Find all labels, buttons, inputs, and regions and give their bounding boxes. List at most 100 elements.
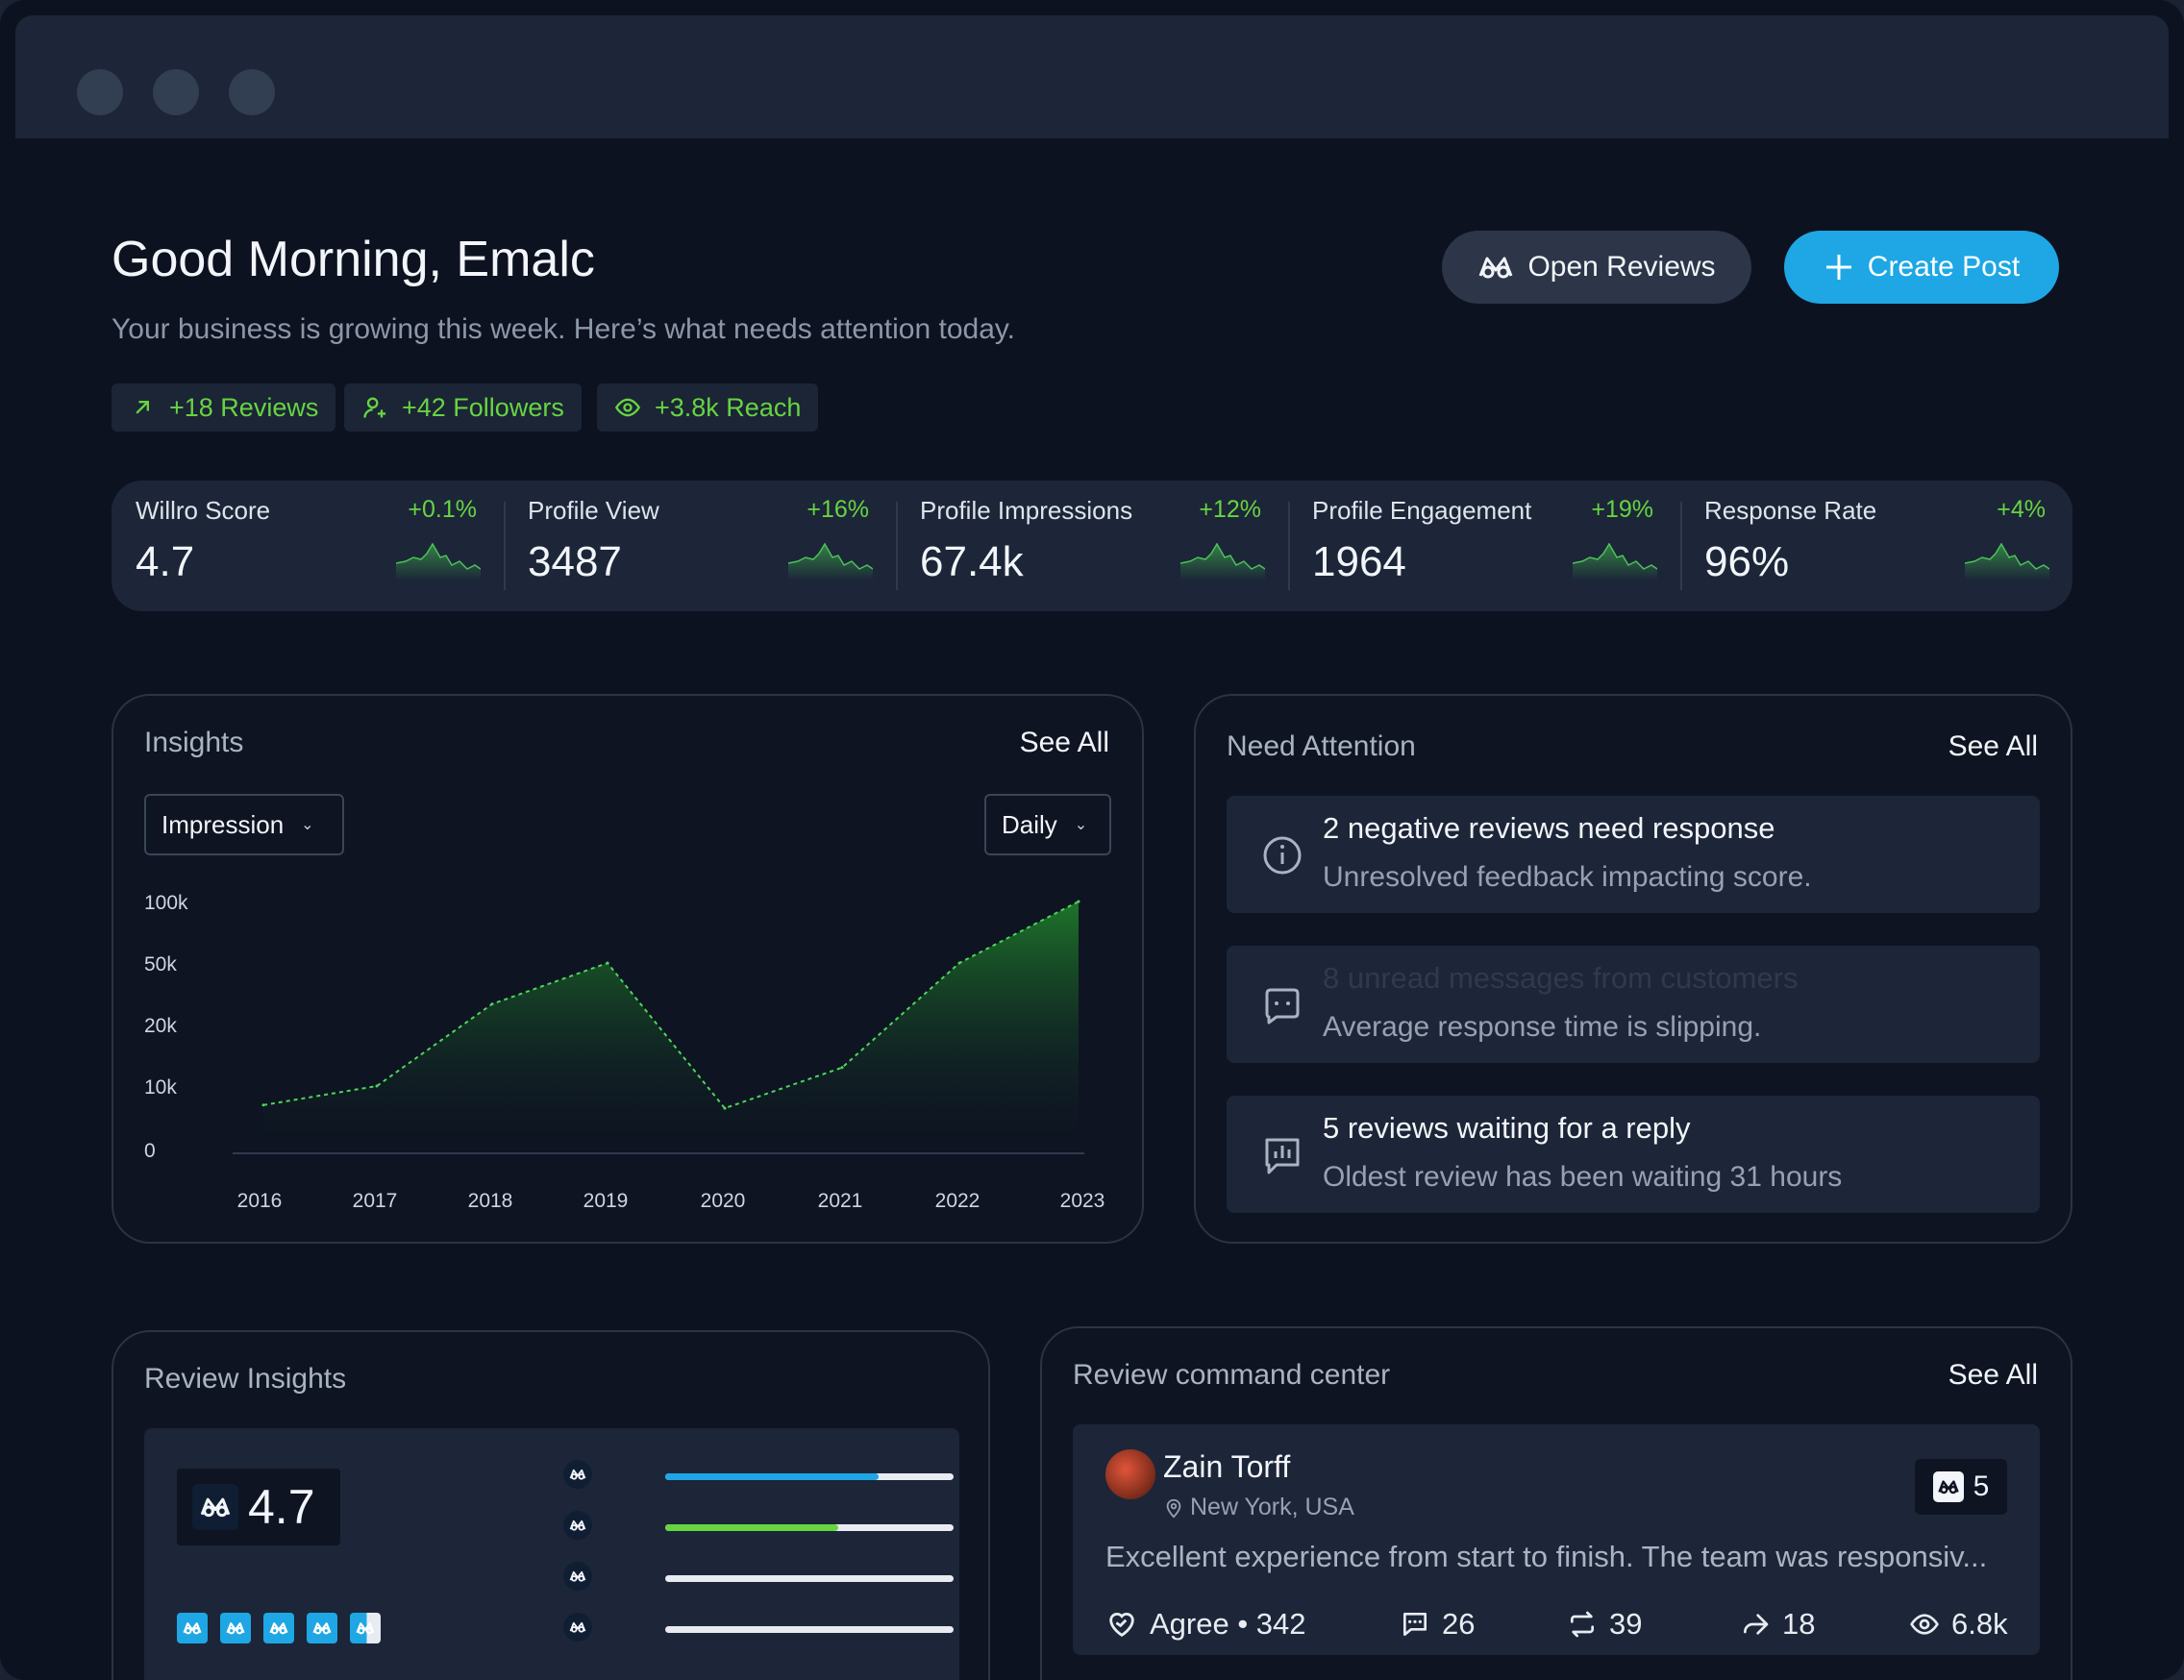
attention-item[interactable]: 8 unread messages from customers Average… [1227,946,2040,1063]
followers-growth-chip: +42 Followers [344,383,582,432]
avatar[interactable] [1105,1449,1155,1499]
data-point[interactable] [840,1066,844,1070]
chip-label: +42 Followers [402,392,564,422]
attention-item[interactable]: 2 negative reviews need response Unresol… [1227,796,2040,913]
period-select-value: Daily [1002,809,1057,839]
y-tick-label: 100k [144,892,188,914]
x-tick-label: 2020 [701,1190,746,1212]
x-tick-label: 2023 [1060,1190,1105,1212]
rating-bar [665,1524,954,1531]
data-point[interactable] [723,1106,727,1110]
arrow-up-right-icon [136,401,149,414]
stat-value: 1964 [1312,538,1406,585]
chip-label: +3.8k Reach [655,392,802,422]
stat-label: Willro Score [136,496,271,525]
chevron-down-icon: ⌄ [1074,817,1088,833]
attention-item[interactable]: 5 reviews waiting for a reply Oldest rev… [1227,1096,2040,1213]
window-maximize-dot[interactable] [229,69,275,115]
stat-delta: +4% [1997,496,2046,523]
chevron-down-icon: ⌄ [301,817,314,833]
data-point[interactable] [261,1103,265,1107]
rating-bar-fill [665,1473,879,1480]
reviews-growth-chip: +18 Reviews [112,383,336,432]
greeting-title: Good Morning, Emalc [112,232,595,287]
stat-willro-score[interactable]: Willro Score +0.1% 4.7 [112,481,504,611]
need-attention-card: Need Attention See All 2 negative review… [1194,694,2072,1244]
data-point[interactable] [957,961,961,965]
data-point[interactable] [490,1002,494,1006]
agree-count: Agree • 342 [1150,1607,1306,1641]
window-minimize-dot[interactable] [153,69,199,115]
reposts-count: 39 [1609,1607,1643,1641]
willro-logo-icon [563,1562,592,1591]
insights-see-all-link[interactable]: See All [1019,727,1109,758]
views-count: 6.8k [1951,1607,2008,1641]
rating-score-value: 4.7 [248,1480,315,1534]
data-point[interactable] [375,1084,379,1088]
plus-icon [1825,255,1851,280]
willro-logo-icon [563,1460,592,1489]
stat-label: Profile View [528,496,659,525]
views-indicator: 6.8k [1909,1607,2008,1642]
comments-action[interactable]: 26 [1400,1607,1475,1642]
data-point[interactable] [606,961,609,965]
share-action[interactable]: 18 [1740,1607,1815,1642]
stat-profile-view[interactable]: Profile View +16% 3487 [504,481,896,611]
stat-delta: +19% [1591,496,1653,523]
need-attention-title: Need Attention [1227,730,1416,762]
stat-value: 4.7 [136,538,195,585]
willro-logo-icon [1932,1471,1964,1502]
stat-value: 67.4k [920,538,1024,585]
x-tick-label: 2018 [468,1190,513,1212]
stat-profile-engagement[interactable]: Profile Engagement +19% 1964 [1288,481,1680,611]
stat-response-rate[interactable]: Response Rate +4% 96% [1680,481,2072,611]
period-select[interactable]: Daily ⌄ [984,794,1111,855]
sparkline-icon [396,542,481,581]
attention-item-title: 8 unread messages from customers [1323,961,1799,995]
command-center-title: Review command center [1073,1359,1391,1391]
rating-willro-icon [307,1613,337,1643]
info-icon [1263,836,1302,875]
sparkline-icon [1180,542,1265,581]
rating-badge: 5 [1915,1459,2007,1515]
x-tick-label: 2017 [353,1190,398,1212]
reposts-action[interactable]: 39 [1567,1607,1642,1642]
user-plus-icon [363,397,386,418]
x-tick-label: 2021 [818,1190,863,1212]
window-close-dot[interactable] [77,69,123,115]
attention-item-sub: Oldest review has been waiting 31 hours [1323,1161,1843,1193]
chip-label: +18 Reviews [169,392,319,422]
location-pin-icon [1166,1498,1181,1518]
create-post-button[interactable]: Create Post [1784,231,2059,304]
x-tick-label: 2019 [583,1190,629,1212]
rating-willro-icon [350,1613,381,1643]
attention-item-title: 5 reviews waiting for a reply [1323,1111,1691,1145]
review-insights-card: Review Insights 4.7 [112,1330,990,1680]
rating-bar [665,1575,954,1582]
command-center-see-all-link[interactable]: See All [1948,1359,2038,1391]
shares-count: 18 [1782,1607,1816,1641]
create-post-label: Create Post [1867,251,2021,283]
sparkline-icon [788,542,873,581]
rating-icons-row [177,1613,381,1643]
metric-select[interactable]: Impression ⌄ [144,794,344,855]
review-card[interactable]: Zain Torff New York, USA 5 Excellent exp… [1073,1424,2040,1655]
rating-summary-panel: 4.7 [144,1428,959,1680]
rating-badge-value: 5 [1973,1470,1990,1502]
reviewer-name[interactable]: Zain Torff [1163,1449,1291,1484]
greeting-subtitle: Your business is growing this week. Here… [112,313,1015,345]
stat-profile-impressions[interactable]: Profile Impressions +12% 67.4k [896,481,1288,611]
willro-logo-icon [1479,257,1513,279]
need-attention-see-all-link[interactable]: See All [1948,730,2038,762]
open-reviews-button[interactable]: Open Reviews [1442,231,1751,304]
rating-score-box: 4.7 [177,1469,340,1545]
willro-logo-icon [192,1484,238,1530]
series-area [263,902,1079,1151]
chart-message-icon [1265,1138,1300,1174]
sparkline-icon [1965,542,2049,581]
y-tick-label: 20k [144,1015,177,1037]
data-point[interactable] [1077,900,1080,903]
agree-action[interactable]: Agree • 342 [1105,1607,1306,1642]
insights-area-chart: 100k 50k 20k 10k 0 2016 2017 2018 2019 2020 2021 20… [144,892,1105,1212]
